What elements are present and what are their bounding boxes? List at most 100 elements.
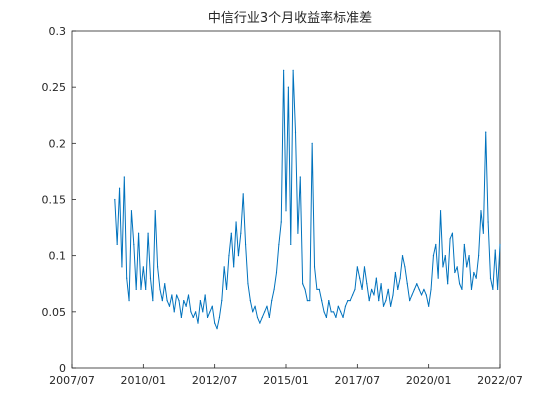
data-point [368, 300, 370, 302]
data-point [411, 294, 413, 296]
data-point [318, 288, 320, 290]
data-point [126, 277, 128, 279]
data-point [273, 288, 275, 290]
data-point [323, 311, 325, 313]
data-point [159, 288, 161, 290]
data-point [309, 300, 311, 302]
data-point [330, 311, 332, 313]
y-tick-label: 0.15 [42, 194, 67, 207]
data-point [302, 283, 304, 285]
data-point [342, 316, 344, 319]
data-point [475, 277, 477, 279]
data-point [206, 316, 209, 319]
data-point [242, 193, 244, 195]
data-point [214, 322, 216, 324]
data-point [468, 255, 470, 257]
data-point [164, 283, 166, 285]
data-point [447, 283, 449, 285]
data-point [161, 300, 163, 302]
data-point [390, 305, 392, 307]
data-point [406, 283, 408, 285]
x-tick-label: 2020/01 [406, 374, 452, 387]
data-point [494, 249, 496, 251]
data-point [416, 283, 418, 285]
data-point [230, 232, 232, 234]
data-point [178, 300, 180, 302]
data-point [133, 243, 135, 246]
data-point [297, 232, 299, 234]
data-point [254, 305, 256, 307]
data-point [280, 221, 282, 223]
data-point [287, 86, 289, 88]
data-point [349, 300, 351, 302]
data-point [432, 255, 435, 257]
data-point [335, 316, 337, 319]
data-point [492, 288, 494, 290]
data-point [354, 288, 356, 290]
data-point [387, 288, 389, 290]
data-point [385, 300, 387, 302]
data-point [225, 288, 228, 290]
data-point [166, 300, 168, 302]
data-point [340, 311, 342, 313]
data-point [437, 277, 439, 279]
data-point [466, 266, 468, 268]
data-point [278, 243, 280, 246]
data-point [259, 322, 261, 324]
data-point [121, 266, 123, 268]
y-tick-label: 0 [59, 362, 66, 375]
data-point [195, 311, 197, 313]
data-point [439, 210, 442, 212]
data-point [283, 69, 285, 71]
data-point [223, 266, 225, 268]
data-point [116, 243, 118, 246]
data-point [118, 187, 121, 189]
data-point [347, 300, 349, 302]
data-point [197, 322, 199, 324]
x-tick-label: 2022/07 [477, 374, 523, 387]
data-point [252, 311, 254, 313]
data-point [142, 266, 144, 268]
data-point [351, 294, 354, 296]
data-point [171, 294, 173, 296]
data-point [325, 316, 328, 319]
data-point [311, 142, 313, 144]
data-point [482, 232, 484, 234]
data-point [413, 288, 415, 290]
data-point [397, 288, 399, 290]
data-point [456, 266, 458, 268]
data-point [235, 221, 237, 223]
data-point [199, 300, 201, 302]
data-point [204, 294, 206, 296]
data-point [328, 300, 330, 302]
x-tick-label: 2012/07 [192, 374, 238, 387]
data-point [375, 277, 377, 279]
data-point [209, 311, 211, 313]
data-point [202, 311, 204, 313]
data-point [183, 300, 185, 302]
data-point [180, 316, 182, 319]
data-point [485, 131, 487, 133]
data-point [418, 288, 420, 290]
data-point [147, 232, 149, 234]
x-axis: 2007/07 2010/01 2012/07 2015/01 2017/07 2020/… [49, 364, 523, 387]
series-layer [114, 69, 501, 330]
data-point [425, 294, 427, 296]
data-point [266, 305, 268, 307]
chart-title: 中信行业3个月收益率标准差 [208, 10, 372, 26]
data-point [256, 316, 259, 319]
data-point [444, 255, 446, 257]
data-point [249, 300, 251, 302]
y-tick-label: 0.2 [49, 137, 67, 150]
data-point [470, 288, 473, 290]
data-point [442, 266, 444, 268]
data-point [294, 131, 297, 133]
data-point [378, 300, 380, 302]
data-point [359, 277, 361, 279]
data-point [137, 232, 140, 234]
data-point [363, 266, 366, 268]
data-point [428, 305, 430, 307]
y-tick-label: 0.1 [49, 250, 67, 263]
